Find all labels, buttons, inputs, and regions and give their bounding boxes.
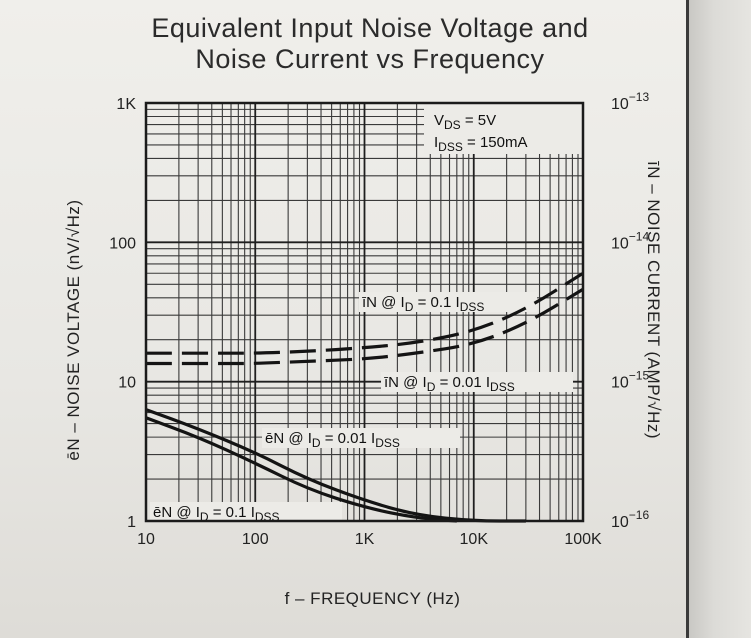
- y-tick-label-right: 10−16: [611, 508, 649, 531]
- y-tick-label-right: 10−15: [611, 369, 649, 392]
- condition-2: IDSS = 150mA: [434, 134, 527, 154]
- x-tick-label: 100K: [564, 531, 602, 548]
- tick-labels: 10 100 1K 10K 100K1101001K10−1610−1510−1410−…: [109, 90, 649, 548]
- x-tick-label: 10: [137, 531, 155, 548]
- plot-frame: [144, 101, 585, 523]
- x-tick-label: 100: [242, 531, 269, 548]
- series-label-bg: [381, 372, 573, 392]
- series-line-4: [145, 416, 457, 523]
- y-tick-label-left: 100: [109, 235, 136, 252]
- series-label-bg: [150, 502, 342, 522]
- series-label-3: ēN @ ID = 0.01 IDSS: [265, 430, 400, 450]
- y-tick-label-right: 10−13: [611, 90, 649, 113]
- condition-1: VDS = 5V: [434, 112, 496, 132]
- y-axis-label-left: ēN – NOISE VOLTAGE (nV/√Hz): [64, 199, 83, 460]
- x-axis-label: f – FREQUENCY (Hz): [285, 589, 461, 608]
- y-tick-label-right: 10−14: [611, 229, 649, 252]
- page-edge-rule: [686, 0, 689, 638]
- x-tick-label: 10K: [460, 531, 489, 548]
- y-tick-label-left: 1K: [116, 96, 136, 113]
- series-labels: īN @ ID = 0.1 IDSS īN @ ID = 0.01 IDSS ēN …: [153, 112, 527, 524]
- series-label-bg: [262, 428, 460, 448]
- series-label-1: īN @ ID = 0.1 IDSS: [362, 294, 484, 314]
- series-label-bg: [359, 292, 537, 312]
- series-line-2: [145, 287, 585, 366]
- series-line-1: [145, 271, 584, 355]
- chart-title-line-2: Noise Current vs Frequency: [195, 44, 545, 74]
- y-tick-label-left: 10: [118, 375, 136, 392]
- conditions-box: [424, 104, 582, 154]
- x-tick-label: 1K: [355, 531, 375, 548]
- label-backgrounds: [150, 104, 582, 522]
- chart-title-line-1: Equivalent Input Noise Voltage and: [151, 13, 589, 43]
- y-tick-label-left: 1: [127, 514, 136, 531]
- y-axis-label-right: īN – NOISE CURRENT (AMP/√Hz): [644, 161, 663, 439]
- page-fold-shadow: [689, 0, 751, 638]
- series-label-2: īN @ ID = 0.01 IDSS: [384, 374, 515, 394]
